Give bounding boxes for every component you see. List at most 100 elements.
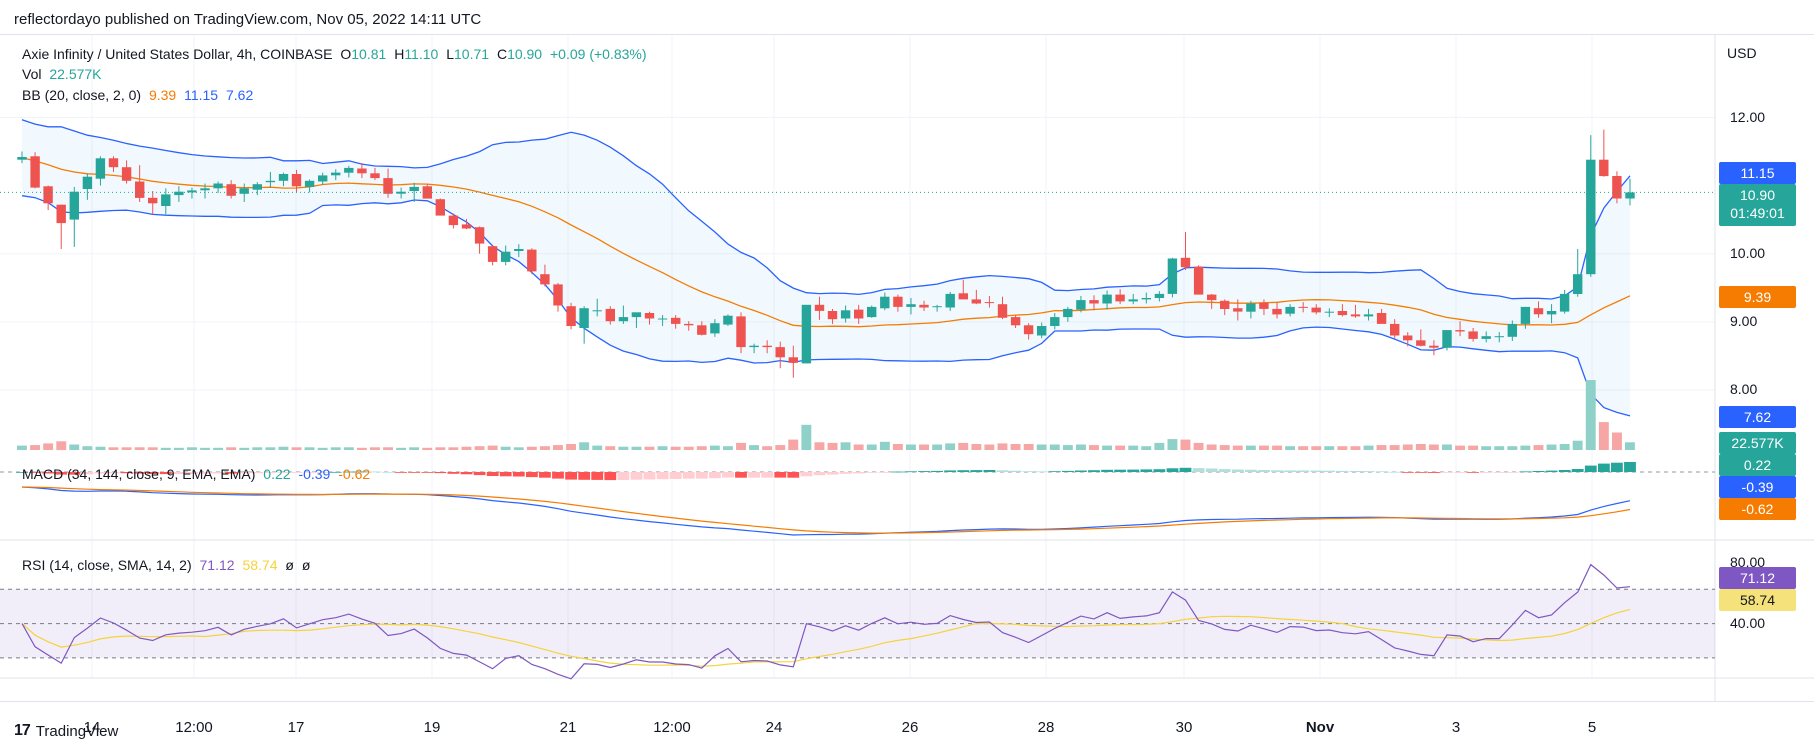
- symbol-title: Axie Infinity / United States Dollar, 4h…: [22, 46, 333, 62]
- volume-bar: [200, 447, 210, 450]
- volume-bar: [1232, 445, 1243, 450]
- bb-legend: BB (20, close, 2, 0) 9.39 11.15 7.62: [22, 87, 257, 103]
- symbol-legend: Axie Infinity / United States Dollar, 4h…: [22, 46, 651, 62]
- candle-body: [30, 156, 40, 188]
- candle-body: [121, 167, 132, 181]
- macd-hist-bar: [1297, 470, 1310, 472]
- candle-body: [553, 284, 563, 306]
- candle-body: [1363, 314, 1374, 317]
- volume-bar: [343, 447, 354, 450]
- candle-body: [906, 304, 916, 307]
- rsi-ma-line: [21, 608, 1631, 667]
- volume-bar: [1285, 446, 1295, 450]
- volume-bar: [1337, 446, 1348, 450]
- macd-hist-value: 0.22: [263, 466, 291, 482]
- volume-bar: [1468, 445, 1479, 450]
- candle-body: [762, 345, 772, 348]
- volume-bar: [356, 447, 367, 450]
- candle-body: [1259, 302, 1269, 309]
- candle-body: [684, 323, 694, 326]
- candle-body: [1481, 336, 1491, 339]
- volume-label: Vol: [22, 66, 42, 82]
- candle-body: [932, 306, 942, 308]
- macd-hist-bar: [1284, 470, 1296, 472]
- close-label: C: [496, 46, 508, 62]
- candle-body: [644, 313, 655, 319]
- macd-hist-bar: [800, 472, 813, 477]
- macd-hist-bar: [447, 472, 460, 474]
- candle-body: [501, 251, 511, 262]
- bb-upper-line: [21, 119, 1631, 300]
- macd-hist-bar: [1192, 468, 1205, 472]
- candle-body: [1573, 274, 1583, 294]
- macd-hist-bar: [1218, 469, 1231, 472]
- macd-signal-line: [21, 486, 1631, 534]
- macd-hist-bar: [892, 471, 904, 473]
- volume-bar: [173, 447, 184, 450]
- candle-body: [1625, 192, 1635, 199]
- candle-body: [291, 174, 302, 187]
- candle-body: [1533, 308, 1544, 315]
- macd-hist-bar: [1114, 469, 1127, 472]
- macd-hist-bar: [957, 470, 970, 472]
- macd-hist-bar: [133, 472, 146, 474]
- volume-bar: [487, 445, 498, 450]
- bar-countdown: 01:49:01: [1730, 205, 1785, 221]
- volume-bar: [304, 447, 315, 450]
- price-tick: 8.00: [1730, 381, 1758, 397]
- candle-body: [461, 224, 472, 229]
- macd-hist-bar: [1414, 472, 1427, 473]
- macd-hist-bar: [1493, 472, 1506, 473]
- candle-body: [1010, 317, 1021, 326]
- macd-hist-bar: [264, 472, 277, 473]
- candle-body: [1376, 313, 1387, 324]
- candle-body: [1154, 293, 1165, 298]
- macd-hist-bar: [1349, 471, 1362, 472]
- candle-body: [95, 158, 106, 179]
- macd-hist-bar: [604, 472, 617, 481]
- chart-frame[interactable]: Axie Infinity / United States Dollar, 4h…: [0, 34, 1814, 736]
- rsi-tick: 80.00: [1730, 554, 1766, 570]
- candle-body: [69, 191, 79, 220]
- macd-hist-bar: [1598, 463, 1610, 472]
- macd-hist-bar: [303, 472, 316, 473]
- macd-hist-bar: [120, 472, 133, 474]
- macd-line-value: -0.39: [298, 466, 331, 482]
- macd-hist-bar: [748, 472, 760, 478]
- volume-bar: [1612, 432, 1622, 450]
- candle-body: [1559, 293, 1570, 312]
- candle-body: [814, 304, 825, 311]
- volume-bar: [1010, 444, 1021, 450]
- volume-bar: [1180, 439, 1191, 450]
- macd-hist-bar: [342, 471, 355, 473]
- volume-bar: [1455, 445, 1465, 450]
- candle-body: [1455, 330, 1465, 332]
- x-tick-month: Nov: [1305, 719, 1335, 736]
- x-tick: 12:00: [653, 719, 691, 736]
- bb-label: BB (20, close, 2, 0): [22, 87, 142, 103]
- candle-body: [1337, 311, 1348, 316]
- volume-bar: [1049, 444, 1060, 450]
- candle-body: [1220, 300, 1230, 309]
- high-label: H: [394, 46, 405, 62]
- x-tick: 30: [1175, 719, 1193, 736]
- volume-bar: [958, 442, 969, 450]
- candle-body: [1494, 336, 1504, 338]
- macd-hist-bar: [1362, 471, 1375, 472]
- macd-hist-bar: [173, 472, 185, 474]
- candle-body: [945, 293, 955, 308]
- volume-tag: 22.577K: [1719, 432, 1796, 454]
- last-price-value: 10.90: [1739, 187, 1776, 203]
- candle-body: [736, 316, 746, 348]
- candle-body: [840, 310, 851, 319]
- macd-hist-bar: [526, 472, 538, 478]
- x-tick: 26: [901, 719, 919, 736]
- volume-bar: [906, 444, 916, 450]
- macd-hist-bar: [1271, 470, 1283, 472]
- bb-low-value: 7.62: [225, 87, 254, 103]
- chart-canvas[interactable]: [0, 35, 1814, 701]
- macd-hist-bar: [238, 472, 251, 474]
- macd-hist-bar: [591, 472, 604, 480]
- macd-hist-bar: [1558, 470, 1571, 472]
- candle-body: [984, 302, 995, 304]
